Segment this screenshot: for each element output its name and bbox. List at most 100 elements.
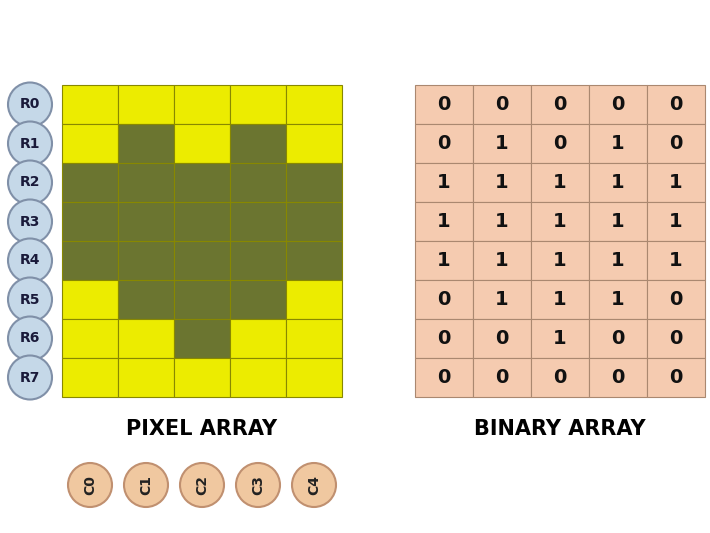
Bar — [647, 241, 705, 280]
Text: 1: 1 — [495, 212, 509, 231]
Bar — [286, 319, 342, 358]
Text: 0: 0 — [670, 134, 683, 153]
Bar — [62, 163, 118, 202]
Bar — [174, 202, 230, 241]
Bar — [415, 241, 473, 280]
Bar — [531, 163, 589, 202]
Bar — [62, 241, 118, 280]
Bar — [174, 163, 230, 202]
Text: 0: 0 — [611, 329, 625, 348]
Circle shape — [8, 238, 52, 282]
Text: R3: R3 — [20, 214, 40, 229]
Text: R4: R4 — [20, 254, 40, 268]
Bar — [415, 202, 473, 241]
Text: 1: 1 — [553, 173, 567, 192]
Text: R2: R2 — [20, 175, 40, 190]
Bar — [118, 163, 174, 202]
Text: 0: 0 — [553, 134, 567, 153]
Text: 1: 1 — [495, 251, 509, 270]
Text: 1: 1 — [670, 173, 683, 192]
Text: 1: 1 — [553, 290, 567, 309]
Bar — [473, 163, 531, 202]
Bar — [286, 280, 342, 319]
Bar — [174, 85, 230, 124]
Text: 1: 1 — [611, 212, 625, 231]
Bar — [647, 280, 705, 319]
Text: 1: 1 — [437, 212, 451, 231]
Bar — [531, 202, 589, 241]
Bar — [62, 124, 118, 163]
Bar — [174, 124, 230, 163]
Bar — [286, 163, 342, 202]
Bar — [531, 85, 589, 124]
Bar — [531, 358, 589, 397]
Text: 0: 0 — [670, 368, 683, 387]
Text: 1: 1 — [437, 251, 451, 270]
Bar — [286, 85, 342, 124]
Bar — [62, 202, 118, 241]
Circle shape — [180, 463, 224, 507]
Bar — [118, 319, 174, 358]
Bar — [473, 202, 531, 241]
Bar — [647, 358, 705, 397]
Bar — [415, 124, 473, 163]
Bar — [531, 124, 589, 163]
Text: 1: 1 — [495, 134, 509, 153]
Bar — [415, 85, 473, 124]
Text: 0: 0 — [670, 329, 683, 348]
Text: R5: R5 — [20, 293, 40, 306]
Bar — [473, 124, 531, 163]
Text: 0: 0 — [437, 290, 451, 309]
Bar — [174, 241, 230, 280]
Text: C0: C0 — [83, 475, 97, 495]
Text: 1: 1 — [553, 251, 567, 270]
Bar — [473, 280, 531, 319]
Bar — [589, 124, 647, 163]
Bar — [647, 124, 705, 163]
Text: 0: 0 — [437, 329, 451, 348]
Bar — [647, 202, 705, 241]
Bar — [589, 85, 647, 124]
Bar — [230, 85, 286, 124]
Bar — [647, 319, 705, 358]
Bar — [473, 241, 531, 280]
Circle shape — [8, 160, 52, 205]
Bar — [415, 163, 473, 202]
Text: 0: 0 — [496, 368, 508, 387]
Bar — [473, 319, 531, 358]
Circle shape — [236, 463, 280, 507]
Bar — [286, 124, 342, 163]
Text: 1: 1 — [611, 290, 625, 309]
Text: C1: C1 — [139, 475, 153, 495]
Text: 1: 1 — [670, 251, 683, 270]
Bar — [647, 163, 705, 202]
Bar — [286, 202, 342, 241]
Bar — [531, 241, 589, 280]
Bar — [118, 124, 174, 163]
Text: 1: 1 — [611, 251, 625, 270]
Bar — [531, 280, 589, 319]
Circle shape — [68, 463, 112, 507]
Circle shape — [292, 463, 336, 507]
Text: 0: 0 — [553, 95, 567, 114]
Bar — [286, 358, 342, 397]
Circle shape — [8, 278, 52, 321]
Bar — [589, 358, 647, 397]
Text: 0: 0 — [670, 95, 683, 114]
Text: 1: 1 — [495, 173, 509, 192]
Bar — [415, 358, 473, 397]
Bar — [62, 319, 118, 358]
Circle shape — [8, 122, 52, 166]
Bar — [62, 358, 118, 397]
Text: BINARY ARRAY: BINARY ARRAY — [474, 419, 646, 439]
Text: 0: 0 — [496, 95, 508, 114]
Bar — [230, 124, 286, 163]
Text: 1: 1 — [437, 173, 451, 192]
Bar — [230, 358, 286, 397]
Bar — [174, 319, 230, 358]
Circle shape — [124, 463, 168, 507]
Bar — [118, 358, 174, 397]
Bar — [62, 85, 118, 124]
Text: R7: R7 — [20, 370, 40, 384]
Bar — [589, 280, 647, 319]
